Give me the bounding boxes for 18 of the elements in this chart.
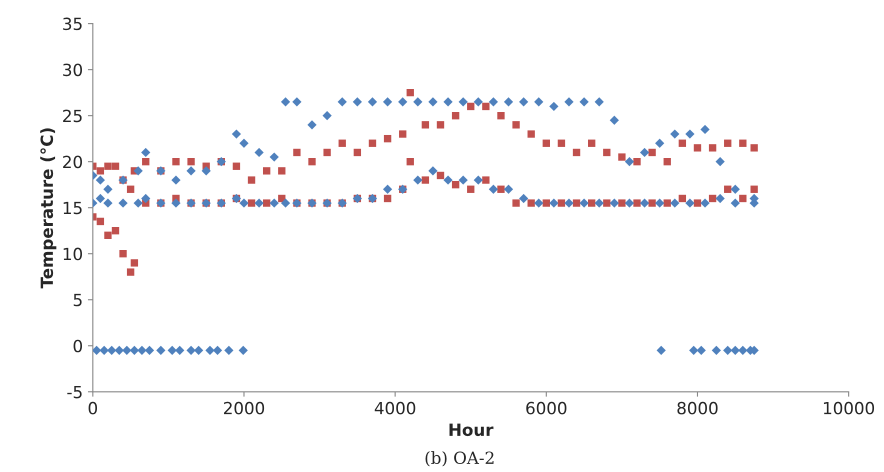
- x-tick-label: 10000: [824, 402, 874, 414]
- x-tick-label: 6000: [526, 402, 566, 414]
- x-tick-label: 0: [88, 402, 98, 414]
- y-tick-label: 0: [74, 340, 82, 352]
- x-tick-label: 8000: [677, 402, 718, 414]
- y-tick-label: 20: [63, 156, 82, 168]
- x-axis-title: Hour: [450, 424, 494, 436]
- x-tick-label: 4000: [374, 402, 416, 414]
- y-tick-label: 15: [64, 202, 82, 214]
- text: (b) OA-2: [426, 451, 494, 466]
- y-tick-label: 30: [63, 64, 82, 76]
- y-tick-label: 35: [63, 18, 82, 30]
- y-axis-title: Temperature (°C): [40, 128, 56, 288]
- x-tick-label: 2000: [224, 402, 264, 414]
- y-tick-label: 25: [63, 110, 82, 122]
- y-tick-label: 5: [74, 294, 82, 306]
- y-tick-label: 10: [64, 248, 82, 260]
- y-tick-label: -5: [67, 386, 82, 398]
